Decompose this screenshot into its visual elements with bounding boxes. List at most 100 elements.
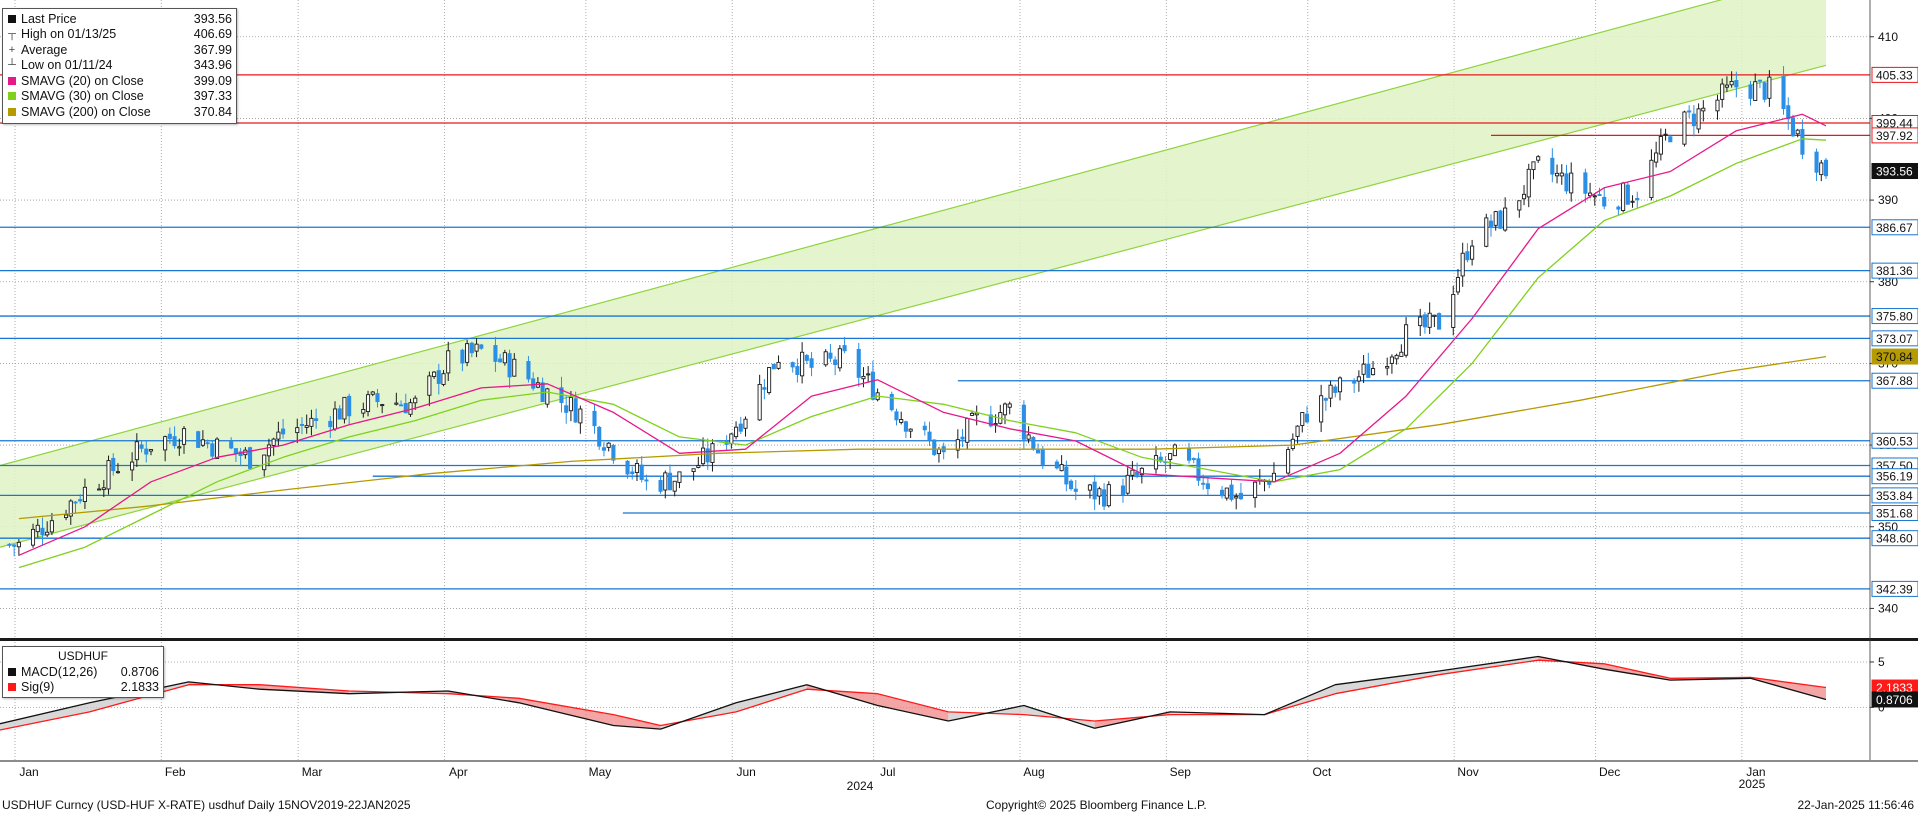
candle-body	[229, 441, 234, 449]
legend-value: 343.96	[193, 58, 232, 73]
candle-body	[1418, 316, 1423, 327]
legend-label: SMAVG (200) on Close	[21, 104, 151, 119]
candle-body	[1724, 84, 1729, 88]
level-tag: 373.07	[1871, 330, 1918, 347]
candle-body	[365, 394, 371, 413]
candle-body	[1550, 157, 1555, 175]
candle-body	[1823, 159, 1829, 177]
candle-body	[68, 500, 73, 517]
level-tag: 353.84	[1871, 487, 1918, 504]
level-tag: 381.36	[1871, 262, 1918, 279]
candle-body	[597, 426, 602, 447]
candle-body	[1531, 161, 1536, 171]
candle-body	[1139, 467, 1144, 476]
candle-body	[1253, 481, 1258, 499]
candle-body	[1757, 79, 1762, 82]
candle-body	[658, 480, 663, 492]
candle-body	[1087, 484, 1092, 491]
sma200-line	[18, 355, 1827, 520]
panel-separator	[0, 638, 1918, 641]
candle-body	[1630, 200, 1635, 203]
x-tick-label: 2025	[1739, 777, 1766, 791]
tag-label: 370.84	[1876, 350, 1913, 364]
candle-body	[1715, 99, 1720, 112]
legend-entry: ┬ High on 01/13/25 406.69	[7, 27, 232, 43]
candle-body	[436, 370, 441, 384]
tag-label: 356.19	[1876, 470, 1913, 484]
candle-body	[49, 520, 54, 533]
tag-label: 373.07	[1876, 332, 1913, 346]
tag-label: 360.53	[1876, 434, 1913, 448]
candle-body	[894, 411, 899, 421]
candle-body	[677, 471, 682, 483]
candle-body	[1097, 488, 1102, 497]
candle-body	[1220, 489, 1225, 497]
candle-body	[413, 397, 418, 404]
legend-label: Sig(9)	[21, 679, 55, 694]
x-tick-label: Nov	[1457, 765, 1478, 779]
x-tick-label: Jul	[880, 765, 895, 779]
candle-body	[1394, 354, 1399, 360]
tag-label: 367.88	[1876, 374, 1913, 388]
candle-body	[663, 472, 668, 491]
tag-box	[1871, 432, 1918, 449]
candle-body	[266, 444, 271, 457]
legend-entry: SMAVG (200) on Close 370.84	[7, 104, 232, 120]
tag-box	[1871, 163, 1918, 180]
legend-label: Average	[21, 42, 68, 57]
candle-body	[446, 350, 451, 374]
candle-body	[1649, 159, 1654, 199]
x-tick-label: Jun	[737, 765, 756, 779]
tag-label: 386.67	[1876, 221, 1913, 235]
candle-body	[1432, 314, 1437, 317]
legend-swatch-color	[8, 682, 16, 691]
legend-value: 406.69	[193, 27, 232, 42]
candle-body	[1597, 194, 1602, 196]
candle-body	[399, 404, 404, 407]
candle-body	[200, 439, 205, 446]
candle-body	[441, 373, 446, 385]
candle-body	[1389, 356, 1394, 364]
candle-body	[1592, 195, 1597, 198]
candle-body	[1135, 471, 1140, 476]
candle-body	[573, 398, 578, 423]
candle-body	[861, 375, 866, 380]
tag-box	[1871, 66, 1918, 83]
candle-body	[696, 465, 701, 468]
macd-legend-entry: MACD(12,26) 0.8706	[7, 664, 159, 679]
candle-body	[347, 395, 352, 417]
level-tag: 405.33	[1871, 66, 1918, 83]
candle-body	[1125, 474, 1130, 494]
legend-value: 370.84	[193, 104, 232, 119]
candle-body	[408, 402, 413, 415]
candle-body	[214, 438, 220, 459]
legend-entry: + Average 367.99	[7, 42, 232, 58]
candle-body	[82, 486, 87, 503]
candle-body	[564, 405, 569, 413]
last-price-tag: 393.56	[1871, 163, 1918, 180]
candle-body	[630, 471, 635, 475]
candle-body	[210, 443, 215, 457]
candle-body	[1295, 425, 1300, 437]
candle-body	[1451, 293, 1456, 328]
candle-body	[1455, 277, 1461, 293]
candle-body	[1168, 453, 1173, 460]
tag-label: 393.56	[1876, 165, 1913, 179]
legend-swatch	[7, 682, 17, 691]
level-tag: 367.88	[1871, 372, 1918, 389]
candle-body	[1762, 82, 1767, 100]
legend-value: 393.56	[193, 11, 232, 26]
candle-body	[1073, 488, 1078, 492]
legend-label: SMAVG (20) on Close	[21, 73, 144, 88]
candle-body	[163, 436, 168, 451]
y-tick-label: 410	[1878, 30, 1898, 44]
candle-body	[134, 441, 139, 461]
tag-label: 351.68	[1876, 507, 1913, 521]
level-tag: 351.68	[1871, 505, 1918, 522]
candle-body	[1819, 162, 1824, 176]
candle-body	[1370, 368, 1376, 376]
trend-channel-fill	[0, 0, 1826, 548]
candle-body	[762, 387, 767, 390]
candle-body	[1172, 444, 1177, 457]
